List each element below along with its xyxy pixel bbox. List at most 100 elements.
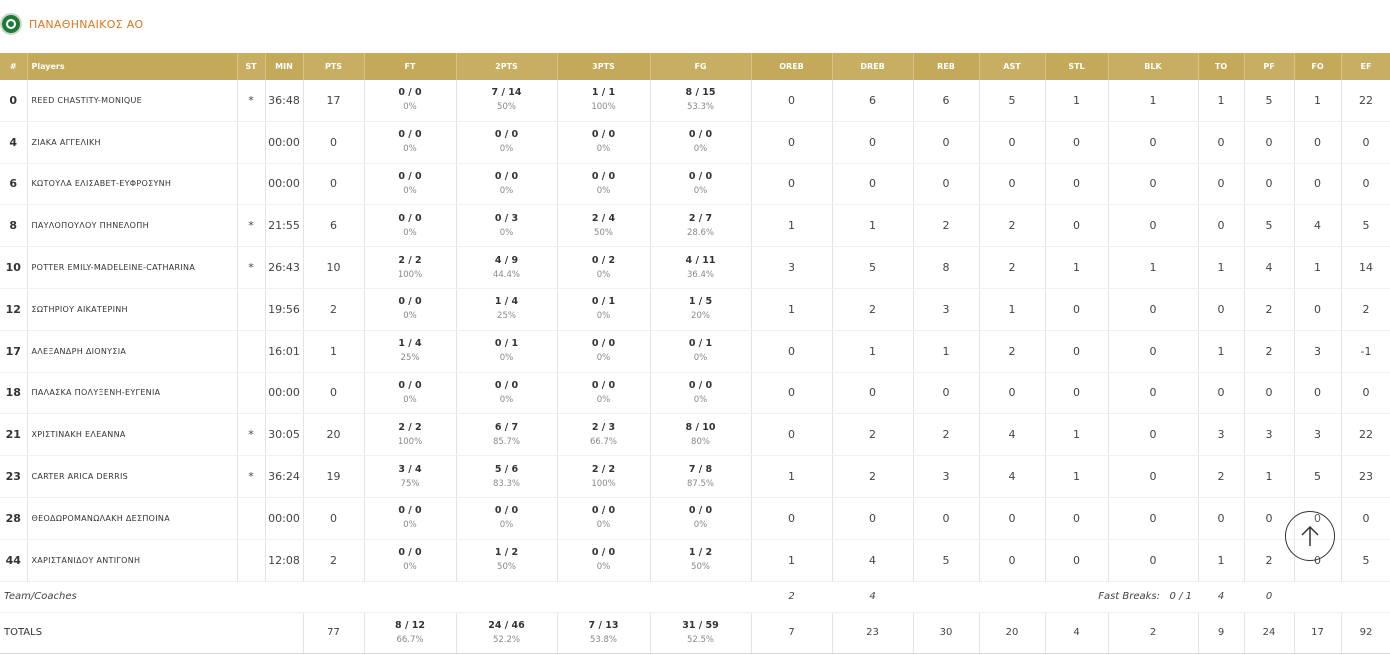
table-row: 8 ΠΑΥΛΟΠΟΥΛΟΥ ΠΗΝΕΛΟΠΗ * 21:55 6 0 / 0 0% 0 / 3…	[0, 204, 1390, 248]
totals-fo: 17	[1294, 611, 1342, 654]
fo-cell: 5	[1294, 455, 1342, 498]
3pts-made: 0 / 0	[591, 129, 616, 141]
starter-mark: *	[237, 80, 266, 122]
starter-mark: *	[237, 204, 266, 248]
player-name[interactable]: REED CHASTITY-MONIQUE	[27, 80, 238, 122]
2pts-made: 4 / 9	[494, 254, 519, 266]
minutes-cell: 26:43	[265, 246, 304, 289]
player-name[interactable]: POTTER EMILY-MADELEINE-CATHARINA	[27, 246, 238, 289]
minutes-cell: 00:00	[265, 497, 304, 540]
fg-cell: 1 / 5 20%	[650, 288, 752, 331]
player-name[interactable]: ΘΕΟΔΩΡΟΜΑΝΩΛΑΚΗ ΔΕΣΠΟΙΝΑ	[27, 497, 238, 540]
player-name[interactable]: ΠΑΛΑΣΚΑ ΠΟΛΥΞΕΝΗ-ΕΥΓΕΝΙΑ	[27, 372, 238, 415]
totals-ft-made: 8 / 12	[395, 619, 425, 631]
reb-cell: 5	[913, 539, 980, 582]
starter-mark	[237, 288, 266, 331]
2pts-made: 5 / 6	[494, 463, 519, 475]
table-row: 6 ΚΩΤΟΥΛΑ ΕΛΙΣΑΒΕΤ-ΕΥΦΡΟΣΥΝΗ 00:00 0 0 / 0 0%…	[0, 163, 1390, 206]
ast-cell: 2	[979, 330, 1046, 373]
3pts-made: 0 / 0	[591, 379, 616, 391]
ef-cell: 0	[1341, 163, 1390, 206]
player-name[interactable]: ΑΛΕΞΑΝΔΡΗ ΔΙΟΝΥΣΙΑ	[27, 330, 238, 373]
3pts-pct: 100%	[591, 478, 616, 489]
starter-mark	[237, 330, 266, 373]
player-name[interactable]: ΠΑΥΛΟΠΟΥΛΟΥ ΠΗΝΕΛΟΠΗ	[27, 204, 238, 248]
fg-pct: 87.5%	[686, 478, 714, 489]
minutes-cell: 16:01	[265, 330, 304, 373]
fo-cell: 3	[1294, 330, 1342, 373]
3pts-pct: 100%	[591, 102, 616, 113]
player-name[interactable]: ΚΩΤΟΥΛΑ ΕΛΙΣΑΒΕΤ-ΕΥΦΡΟΣΥΝΗ	[27, 163, 238, 206]
ef-cell: 23	[1341, 455, 1390, 498]
team-to: 4	[1198, 581, 1244, 613]
totals-stl: 4	[1045, 611, 1109, 654]
ef-cell: 0	[1341, 121, 1390, 164]
fast-breaks: Fast Breaks: 0 / 1	[1045, 581, 1198, 613]
3pts-made: 0 / 0	[591, 170, 616, 182]
player-rows: 0 REED CHASTITY-MONIQUE * 36:48 17 0 / 0 0% 7 /…	[0, 80, 1390, 582]
col-header-fg: FG	[650, 53, 752, 80]
col-header-players: Players	[27, 53, 238, 80]
scroll-to-top-button[interactable]	[1285, 511, 1335, 561]
3pts-pct: 50%	[594, 227, 613, 238]
stl-cell: 0	[1045, 163, 1109, 206]
to-cell: 1	[1198, 246, 1245, 289]
ef-cell: 22	[1341, 80, 1390, 122]
3pts-made: 0 / 0	[591, 505, 616, 517]
dreb-cell: 0	[832, 121, 914, 164]
player-number: 18	[0, 372, 28, 415]
fg-made: 1 / 2	[688, 547, 713, 559]
team-name[interactable]: ΠΑΝΑΘΗΝΑΙΚΟΣ ΑΟ	[29, 17, 144, 31]
ef-cell: 2	[1341, 288, 1390, 331]
to-cell: 0	[1198, 163, 1245, 206]
ft-pct: 0%	[403, 144, 417, 155]
2pts-cell: 0 / 0 0%	[456, 163, 558, 206]
3pts-cell: 2 / 2 100%	[557, 455, 651, 498]
ef-cell: 0	[1341, 372, 1390, 415]
dreb-cell: 0	[832, 163, 914, 206]
col-header-oreb: OREB	[751, 53, 833, 80]
team-oreb: 2	[751, 581, 832, 613]
fo-cell: 1	[1294, 246, 1342, 289]
2pts-made: 0 / 0	[494, 129, 519, 141]
minutes-cell: 19:56	[265, 288, 304, 331]
player-name[interactable]: ΖΙΑΚΑ ΑΓΓΕΛΙΚΗ	[27, 121, 238, 164]
player-name[interactable]: ΧΑΡΙΣΤΑΝΙΔΟΥ ΑΝΤΙΓΟΝΗ	[27, 539, 238, 582]
reb-cell: 0	[913, 121, 980, 164]
2pts-cell: 4 / 9 44.4%	[456, 246, 558, 289]
player-number: 4	[0, 121, 28, 164]
fg-cell: 8 / 15 53.3%	[650, 80, 752, 122]
player-name[interactable]: ΣΩΤΗΡΙΟΥ ΑΙΚΑΤΕΡΙΝΗ	[27, 288, 238, 331]
ft-cell: 0 / 0 0%	[364, 288, 457, 331]
player-number: 8	[0, 204, 28, 248]
dreb-cell: 2	[832, 455, 914, 498]
points-cell: 6	[303, 204, 365, 248]
2pts-made: 0 / 0	[494, 505, 519, 517]
points-cell: 20	[303, 413, 365, 457]
3pts-made: 2 / 4	[591, 212, 616, 224]
to-cell: 3	[1198, 413, 1245, 457]
player-name[interactable]: ΧΡΙΣΤΙΝΑΚΗ ΕΛΕΑΝΝΑ	[27, 413, 238, 457]
2pts-made: 0 / 0	[494, 170, 519, 182]
ft-cell: 0 / 0 0%	[364, 204, 457, 248]
fg-pct: 20%	[691, 311, 710, 322]
2pts-made: 6 / 7	[494, 421, 519, 433]
pf-cell: 2	[1244, 288, 1295, 331]
to-cell: 0	[1198, 121, 1245, 164]
3pts-made: 0 / 2	[591, 254, 616, 266]
dreb-cell: 1	[832, 204, 914, 248]
player-name[interactable]: CARTER ARICA DERRIS	[27, 455, 238, 498]
totals-ft-pct: 66.7%	[396, 634, 424, 645]
totals-label: TOTALS	[0, 611, 304, 654]
ft-made: 0 / 0	[398, 170, 422, 182]
2pts-pct: 44.4%	[492, 269, 520, 280]
fg-made: 0 / 0	[688, 505, 713, 517]
blk-cell: 1	[1108, 246, 1199, 289]
ft-cell: 0 / 0 0%	[364, 80, 457, 122]
3pts-cell: 0 / 0 0%	[557, 372, 651, 415]
pf-cell: 3	[1244, 413, 1295, 457]
ast-cell: 0	[979, 372, 1046, 415]
2pts-pct: 85.7%	[492, 436, 520, 447]
ft-made: 2 / 2	[398, 421, 422, 433]
fg-pct: 0%	[693, 394, 708, 405]
